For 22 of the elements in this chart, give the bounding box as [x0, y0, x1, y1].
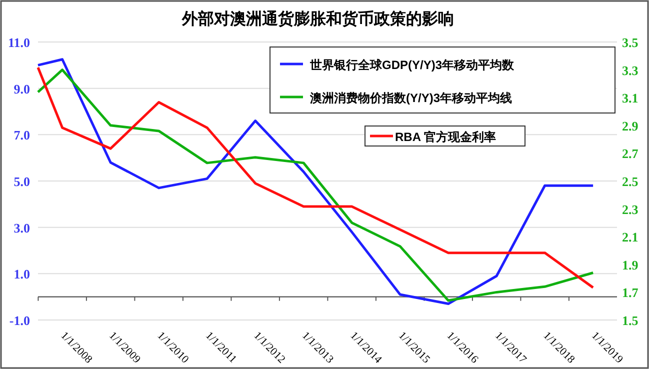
y2-tick-label: 2.7: [622, 146, 639, 162]
y-tick-label: 3.0: [14, 220, 30, 236]
y2-tick-label: 2.5: [622, 174, 639, 189]
y2-tick-label: 1.7: [622, 285, 639, 300]
y-tick-label: 11.0: [8, 35, 30, 50]
y2-tick-label: 2.3: [622, 202, 639, 217]
y2-tick-label: 3.3: [622, 62, 639, 78]
y-tick-label: 9.0: [14, 81, 30, 96]
y2-tick-label: 1.9: [622, 257, 639, 272]
y2-tick-label: 3.5: [622, 35, 639, 50]
y2-tick-label: 3.1: [622, 90, 638, 106]
y-tick-label: 5.0: [14, 174, 30, 189]
y2-tick-label: 2.9: [622, 118, 639, 134]
legend-label: RBA 官方现金利率: [395, 130, 496, 144]
chart-title: 外部对澳洲通货膨胀和货币政策的影响: [181, 10, 454, 28]
y-tick-label: -1.0: [9, 313, 30, 328]
y-tick-label: 7.0: [14, 128, 30, 143]
legend-label: 世界银行全球GDP(Y/Y)3年移动平均数: [309, 58, 516, 72]
y2-tick-label: 2.1: [622, 230, 638, 245]
legend-label: 澳洲消费物价指数(Y/Y)3年移动平均线: [309, 91, 512, 105]
y-tick-label: 1.0: [14, 266, 30, 282]
y2-tick-label: 1.5: [622, 313, 639, 328]
